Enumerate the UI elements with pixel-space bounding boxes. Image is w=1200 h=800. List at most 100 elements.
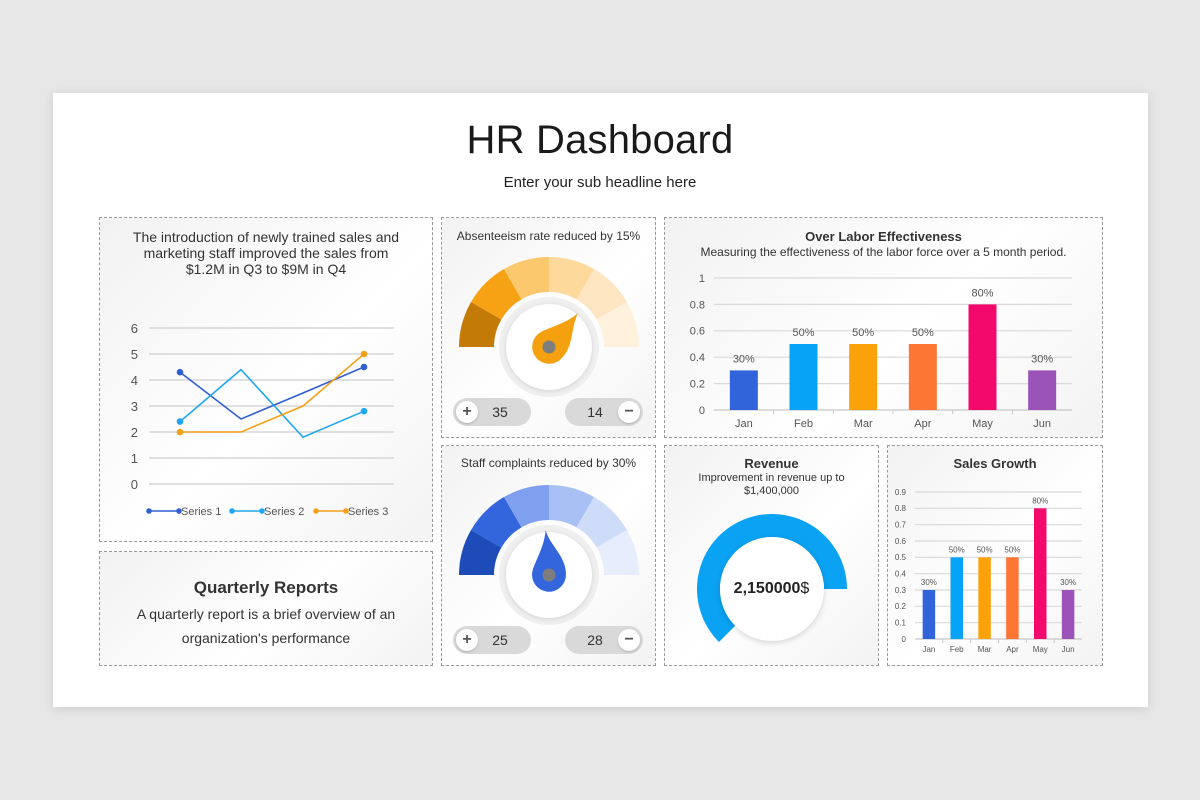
quarterly-desc-line-1: A quarterly report is a brief overview o… — [136, 606, 396, 622]
bar-data-label: 50% — [852, 327, 874, 339]
absenteeism-increase-stepper[interactable]: + 35 — [453, 398, 531, 426]
y-tick-label: 0.7 — [895, 520, 907, 529]
x-category-label: May — [1033, 645, 1048, 654]
gauge-segment — [576, 269, 627, 320]
svg-text:Series 1: Series 1 — [181, 506, 221, 518]
bar-data-label: 80% — [971, 287, 993, 299]
gauge-needle-icon — [532, 312, 579, 364]
bar-data-label: 30% — [1031, 353, 1053, 365]
x-category-label: Jan — [735, 418, 753, 430]
gauge-segment — [596, 302, 639, 347]
sales-line-chart: 0 1 2 3 4 5 6 Series 1 Series 2 Series 3 — [131, 321, 394, 518]
quarterly-reports-card: Quarterly Reports A quarterly report is … — [99, 551, 433, 666]
complaints-decrease-stepper[interactable]: 28 − — [565, 626, 643, 654]
bar — [849, 344, 878, 410]
x-category-label: Jun — [1033, 418, 1051, 430]
y-tick-label: 0 — [902, 635, 907, 644]
x-category-label: Apr — [1006, 645, 1019, 654]
y-tick-label: 1 — [699, 273, 705, 285]
y-tick-label: 0.5 — [895, 553, 907, 562]
absenteeism-decrease-stepper[interactable]: 14 − — [565, 398, 643, 426]
y-tick-label: 0.8 — [895, 504, 907, 513]
absenteeism-right-value: 14 — [587, 404, 603, 420]
bar-data-label: 30% — [733, 353, 755, 365]
complaints-increase-stepper[interactable]: + 25 — [453, 626, 531, 654]
minus-icon[interactable]: − — [618, 401, 640, 423]
sales-text-line-2: marketing staff improved the sales from — [143, 245, 389, 261]
y-tick-label: 6 — [131, 321, 138, 336]
bar-data-label: 30% — [1060, 578, 1076, 587]
gauge-segment — [504, 485, 549, 528]
gauge-segment — [576, 497, 627, 548]
sales-line-chart-card: The introduction of newly trained sales … — [99, 217, 433, 542]
absenteeism-gauge-card: Absenteeism rate reduced by 15% + 35 14 … — [441, 217, 656, 438]
series-marker — [360, 350, 368, 358]
quarterly-desc-line-2: organization's performance — [181, 630, 351, 646]
svg-text:Series 2: Series 2 — [264, 506, 304, 518]
absenteeism-left-value: 35 — [492, 404, 508, 420]
x-category-label: Feb — [950, 645, 964, 654]
sales-growth-card: Sales Growth 0 0.1 0.2 0.3 0.4 0.5 0.6 0.7 0.8 0.… — [887, 445, 1103, 666]
labor-title: Over Labor Effectiveness — [805, 229, 962, 244]
revenue-desc-line-1: Improvement in revenue up to — [698, 472, 845, 484]
bar — [789, 344, 818, 410]
series-line — [180, 353, 365, 433]
gauge-needle-icon — [532, 530, 566, 592]
x-category-label: Feb — [794, 418, 813, 430]
revenue-card: Revenue Improvement in revenue up to $1,… — [664, 445, 879, 666]
gauge-segment — [549, 257, 594, 300]
bar — [1061, 590, 1075, 639]
revenue-title: Revenue — [744, 456, 799, 471]
legend-item: Series 2 — [229, 506, 304, 518]
x-category-label: Jan — [922, 645, 935, 654]
minus-icon[interactable]: − — [618, 629, 640, 651]
y-tick-label: 0.6 — [690, 326, 705, 338]
x-category-label: Mar — [854, 418, 873, 430]
y-tick-label: 3 — [131, 399, 138, 414]
complaints-title: Staff complaints reduced by 30% — [460, 456, 637, 470]
page-subtitle: Enter your sub headline here — [503, 174, 697, 191]
y-tick-label: 2 — [131, 425, 138, 440]
sales-growth-bar-chart: 0 0.1 0.2 0.3 0.4 0.5 0.6 0.7 0.8 0.9 30% Jan 50% Feb… — [895, 488, 1082, 654]
bar — [1006, 557, 1019, 639]
x-category-label: May — [972, 418, 993, 430]
series-marker — [176, 368, 184, 376]
plus-icon[interactable]: + — [456, 629, 478, 651]
bar — [968, 304, 997, 410]
plus-icon[interactable]: + — [456, 401, 478, 423]
y-tick-label: 0.1 — [895, 618, 907, 627]
bar — [1034, 508, 1047, 639]
bar — [908, 344, 937, 410]
x-category-label: Mar — [978, 645, 992, 654]
y-tick-label: 0.4 — [690, 352, 705, 364]
complaints-gauge-card: Staff complaints reduced by 30% + 25 28 … — [441, 445, 656, 666]
revenue-amount: 2,150000 — [733, 580, 801, 597]
sales-card-text: The introduction of newly trained sales … — [100, 229, 432, 277]
absenteeism-gauge — [459, 257, 639, 397]
y-tick-label: 1 — [131, 451, 138, 466]
revenue-center-disk — [720, 537, 824, 641]
bar-data-label: 30% — [921, 578, 937, 587]
bar-data-label: 50% — [949, 545, 965, 554]
labor-subtitle: Measuring the effectiveness of the labor… — [700, 245, 1067, 259]
y-tick-label: 0.2 — [690, 378, 705, 390]
x-category-label: Apr — [914, 418, 931, 430]
y-tick-label: 0.9 — [895, 488, 907, 497]
revenue-unit: $ — [800, 580, 810, 597]
gauge-segment — [549, 485, 594, 528]
bar-data-label: 50% — [977, 545, 993, 554]
gauge-segment — [504, 257, 549, 300]
revenue-desc-line-2: $1,400,000 — [743, 485, 800, 497]
sales-growth-title: Sales Growth — [953, 456, 1037, 471]
complaints-left-value: 25 — [492, 632, 508, 648]
bar-data-label: 50% — [1004, 545, 1020, 554]
gauge-pivot — [542, 340, 556, 354]
complaints-right-value: 28 — [587, 632, 603, 648]
series-marker — [360, 407, 368, 415]
complaints-gauge — [459, 485, 639, 625]
bar-data-label: 50% — [792, 327, 814, 339]
series-marker — [360, 363, 368, 371]
y-tick-label: 0 — [131, 477, 138, 492]
absenteeism-title: Absenteeism rate reduced by 15% — [456, 229, 641, 243]
y-tick-label: 0.2 — [895, 602, 907, 611]
